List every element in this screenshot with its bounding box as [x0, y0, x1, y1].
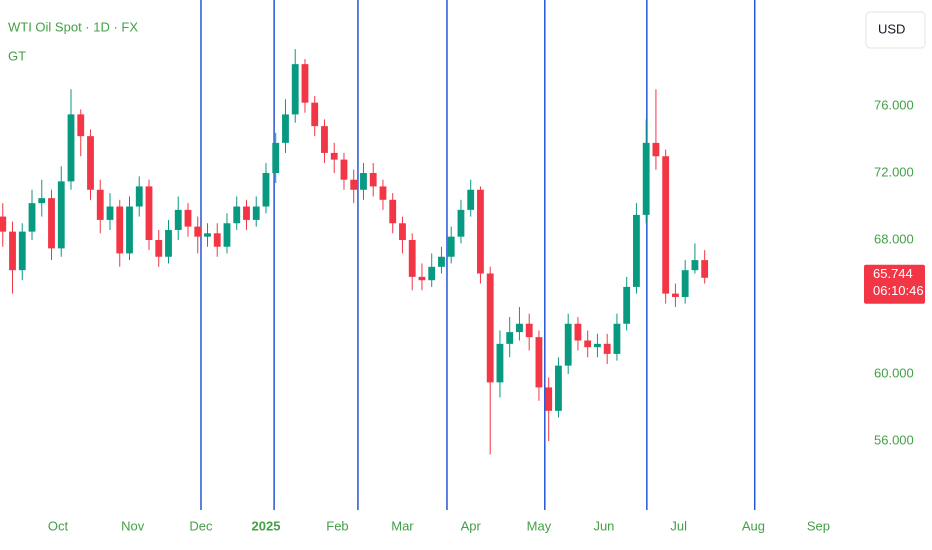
- chart-title: WTI Oil Spot · 1D · FX: [8, 19, 138, 34]
- y-tick-label: 60.000: [874, 365, 914, 380]
- candle-body: [652, 142, 660, 157]
- chart-subtitle: GT: [8, 48, 26, 63]
- candle-body: [9, 231, 16, 271]
- candle-body: [252, 206, 260, 220]
- candle-body: [340, 159, 348, 180]
- candle-body: [545, 387, 553, 411]
- candle-body: [574, 323, 582, 341]
- candle-body: [18, 231, 26, 271]
- x-tick-label: Dec: [189, 518, 213, 533]
- x-tick-label: Oct: [48, 518, 69, 533]
- candle-body: [457, 209, 465, 237]
- candle-body: [135, 186, 143, 207]
- x-tick-label: Nov: [121, 518, 145, 533]
- y-tick-label: 72.000: [874, 164, 914, 179]
- candle-body: [96, 189, 104, 220]
- candle-body: [672, 293, 679, 297]
- candle-body: [438, 256, 445, 267]
- candle-body: [116, 206, 124, 254]
- candle-body: [603, 343, 611, 354]
- candle-body: [38, 198, 46, 204]
- candle-body: [701, 260, 709, 278]
- candle-body: [174, 209, 182, 230]
- candle-body: [57, 181, 65, 249]
- candle-body: [662, 156, 670, 294]
- price-label-box: [864, 264, 925, 304]
- candle-body: [243, 206, 250, 220]
- candle-body: [282, 114, 289, 143]
- candle-body: [399, 223, 406, 241]
- candle-body: [477, 189, 484, 274]
- candle-body: [321, 126, 328, 153]
- candle-body: [311, 102, 319, 127]
- x-tick-label: Sep: [807, 518, 830, 533]
- candle-body: [564, 323, 572, 366]
- candle-body: [291, 64, 299, 115]
- currency-label[interactable]: USD: [878, 21, 905, 36]
- price-label: 65.744: [873, 266, 913, 281]
- candle-body: [330, 152, 338, 160]
- candle-body: [165, 229, 172, 257]
- candle-body: [613, 323, 621, 354]
- candle-body: [0, 216, 7, 232]
- candle-body: [194, 226, 202, 237]
- x-tick-label: May: [527, 518, 552, 533]
- candle-body: [155, 240, 163, 257]
- candle-body: [106, 206, 114, 220]
- candle-body: [389, 199, 397, 224]
- candle-body: [428, 266, 436, 281]
- candle-body: [467, 189, 475, 210]
- candle-body: [67, 114, 75, 182]
- candle-body: [379, 186, 387, 200]
- candle-body: [301, 64, 309, 103]
- x-tick-label: Aug: [742, 518, 765, 533]
- x-tick-label: Mar: [391, 518, 414, 533]
- candle-body: [584, 340, 592, 348]
- candle-body: [77, 114, 85, 137]
- currency-button[interactable]: [865, 11, 926, 49]
- x-tick-label: Jun: [593, 518, 614, 533]
- candle-body: [418, 276, 426, 281]
- candle-body: [408, 240, 416, 277]
- candle-body: [28, 203, 36, 232]
- candle-body: [447, 236, 455, 257]
- candle-body: [623, 286, 631, 324]
- candle-body: [213, 233, 221, 247]
- candle-body: [555, 365, 562, 411]
- candle-body: [126, 206, 133, 254]
- y-tick-label: 76.000: [874, 97, 914, 112]
- y-tick-label: 68.000: [874, 231, 914, 246]
- candle-body: [204, 233, 211, 237]
- candle-body: [360, 173, 367, 190]
- candle-body: [48, 198, 55, 249]
- candle-body: [233, 206, 241, 224]
- candle-body: [535, 337, 543, 388]
- candle-body: [350, 179, 358, 190]
- x-tick-label: Jul: [670, 518, 687, 533]
- candle-body: [642, 142, 650, 215]
- countdown-label: 06:10:46: [873, 283, 924, 298]
- candle-body: [223, 223, 231, 247]
- candle-body: [594, 343, 601, 348]
- y-tick-label: 56.000: [874, 432, 914, 447]
- candle-body: [516, 323, 523, 333]
- x-tick-label: Apr: [461, 518, 482, 533]
- candle-body: [87, 136, 94, 190]
- candle-body: [691, 260, 699, 271]
- candle-body: [262, 173, 270, 207]
- x-tick-label: Feb: [326, 518, 348, 533]
- candle-body: [681, 270, 689, 297]
- candle-body: [369, 173, 377, 187]
- candle-body: [506, 332, 514, 344]
- candle-body: [525, 323, 533, 338]
- candle-body: [486, 273, 494, 383]
- candle-body: [145, 186, 153, 241]
- candle-body: [184, 209, 192, 227]
- candle-body: [633, 214, 640, 287]
- candle-body: [496, 343, 504, 383]
- candle-body: [272, 142, 280, 174]
- x-tick-label: 2025: [252, 518, 281, 533]
